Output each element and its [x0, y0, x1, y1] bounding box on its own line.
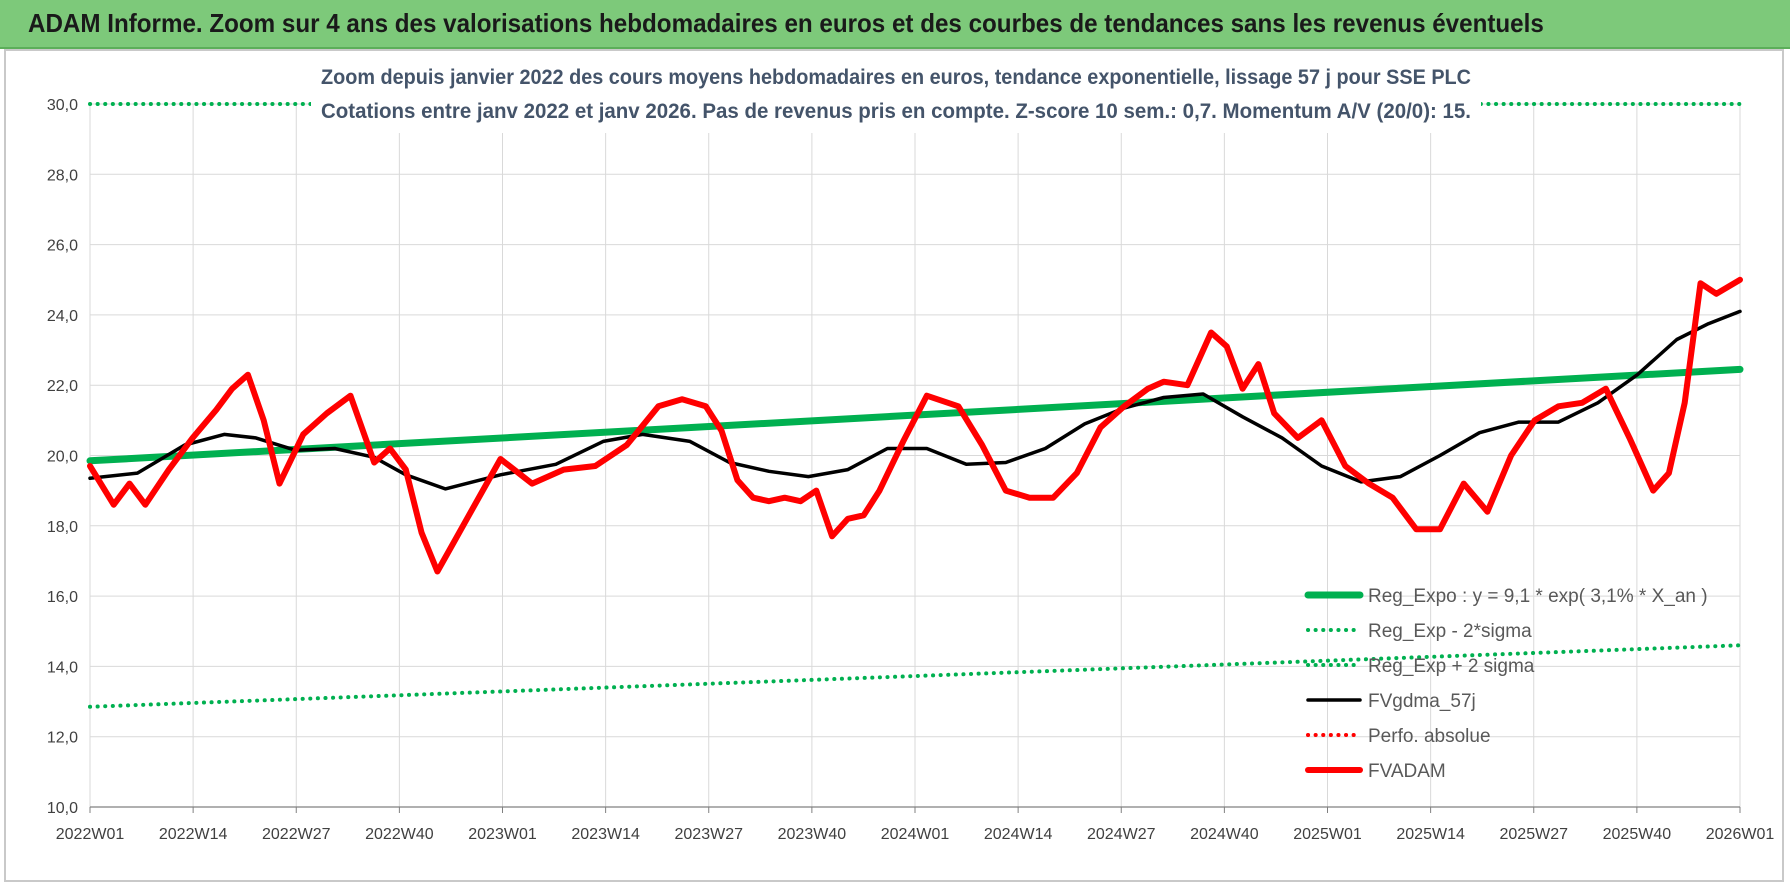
x-tick-label: 2025W14	[1396, 826, 1465, 843]
legend-reg-exp-minus-label: Reg_Exp - 2*sigma	[1368, 621, 1532, 642]
y-tick-label: 10,0	[47, 800, 78, 817]
legend: Reg_Expo : y = 9,1 * exp( 3,1% * X_an ) R…	[1304, 586, 1708, 782]
x-tick-label: 2023W01	[468, 826, 537, 843]
legend-fvadam-label: FVADAM	[1368, 761, 1446, 782]
y-tick-label: 14,0	[47, 659, 78, 676]
legend-fvgdma-label: FVgdma_57j	[1368, 691, 1476, 712]
x-tick-label: 2023W40	[778, 826, 847, 843]
x-tick-label: 2024W40	[1190, 826, 1259, 843]
x-tick-label: 2022W27	[262, 826, 331, 843]
x-tick-label: 2026W01	[1706, 826, 1775, 843]
legend-perfo-label: Perfo. absolue	[1368, 726, 1491, 747]
y-tick-label: 18,0	[47, 519, 78, 536]
x-tick-label: 2022W14	[159, 826, 228, 843]
fvgdma-57j-line	[88, 309, 1742, 491]
x-tick-label: 2024W27	[1087, 826, 1156, 843]
y-tick-label: 16,0	[47, 589, 78, 606]
grid	[89, 103, 1741, 808]
y-tick-label: 30,0	[47, 97, 78, 114]
banner-title: ADAM Informe. Zoom sur 4 ans des valoris…	[28, 8, 1544, 38]
legend-reg-exp-plus-label: Reg_Exp + 2 sigma	[1368, 656, 1535, 677]
y-tick-label: 20,0	[47, 449, 78, 466]
axes: 10,0 12,0 14,0 16,0 18,0 20,0 22,0 24,0 26,0 28,0…	[47, 97, 1774, 843]
x-tick-label: 2023W14	[571, 826, 640, 843]
chart-title-line-1: Zoom depuis janvier 2022 des cours moyen…	[321, 66, 1471, 89]
y-tick-label: 28,0	[47, 167, 78, 184]
x-tick-label: 2022W01	[56, 826, 125, 843]
chart-title: Zoom depuis janvier 2022 des cours moyen…	[311, 59, 1481, 133]
chart-title-line-2: Cotations entre janv 2022 et janv 2026. …	[321, 100, 1471, 123]
x-tick-label: 2024W01	[881, 826, 950, 843]
fvadam-line	[87, 276, 1743, 575]
header-banner: ADAM Informe. Zoom sur 4 ans des valoris…	[0, 0, 1790, 49]
x-tick-label: 2022W40	[365, 826, 434, 843]
chart-frame: 10,0 12,0 14,0 16,0 18,0 20,0 22,0 24,0 26,0 28,0…	[4, 49, 1784, 882]
title-background	[311, 59, 1481, 133]
x-tick-label: 2025W27	[1500, 826, 1569, 843]
x-tick-label: 2025W01	[1293, 826, 1362, 843]
x-tick-label: 2023W27	[675, 826, 744, 843]
y-tick-label: 26,0	[47, 238, 78, 255]
y-tick-label: 12,0	[47, 730, 78, 747]
legend-reg-expo-label: Reg_Expo : y = 9,1 * exp( 3,1% * X_an )	[1368, 586, 1708, 607]
y-tick-label: 22,0	[47, 378, 78, 395]
y-tick-label: 24,0	[47, 308, 78, 325]
x-tick-label: 2024W14	[984, 826, 1053, 843]
reg-exp-minus-2sigma-line	[88, 643, 1742, 709]
chart-svg: 10,0 12,0 14,0 16,0 18,0 20,0 22,0 24,0 26,0 28,0…	[47, 59, 1774, 843]
x-tick-label: 2025W40	[1603, 826, 1672, 843]
